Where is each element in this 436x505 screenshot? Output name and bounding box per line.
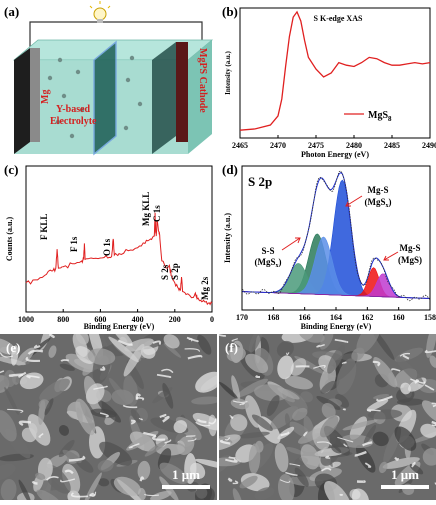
panel-label: (b) xyxy=(222,4,238,19)
panel-label: (d) xyxy=(222,162,238,177)
s2p-fit-chart: (d) S 2p Intensity (a.u.) Binding Energy… xyxy=(218,160,436,332)
sem-image-e: (e) 1 μm xyxy=(0,334,217,500)
sem-flake-edge xyxy=(343,409,345,410)
x-axis-tick-label: 2490 xyxy=(422,141,436,150)
x-axis-tick-label: 0 xyxy=(210,315,214,324)
x-axis-tick-label: 800 xyxy=(57,315,69,324)
electrolyte-label-2: Electrolyte xyxy=(50,116,97,127)
scale-bar-label: 1 μm xyxy=(172,467,200,482)
x-axis-tick-label: 158 xyxy=(424,313,436,322)
peak-label-s-2s: S 2s xyxy=(160,264,170,280)
annotation-mgs-species: (MgS) xyxy=(398,255,422,265)
scale-bar xyxy=(381,485,429,489)
sem-image-f: (f) 1 μm xyxy=(219,334,436,500)
panel-label: (c) xyxy=(4,162,18,177)
scale-bar xyxy=(162,485,210,489)
peak-label-f-kll: F KLL xyxy=(39,214,49,240)
x-axis-label: Binding Energy (eV) xyxy=(301,322,372,331)
survey-spectrum-line xyxy=(26,213,212,305)
y-axis-label: Intensity (a.u.) xyxy=(224,50,232,94)
legend-entry: MgS8 xyxy=(368,110,392,123)
sem-flake-edge xyxy=(256,376,260,377)
peak-label-o-1s: O 1s xyxy=(102,238,112,256)
xps-survey-chart: (c) Counts (a.u.) Binding Energy (eV) 10… xyxy=(0,160,218,332)
electrolyte-label-1: Y-based xyxy=(56,104,91,115)
x-axis-tick-label: 164 xyxy=(330,313,342,322)
plot-frame xyxy=(26,166,212,312)
plot-frame xyxy=(240,8,430,138)
panel-a: (a) Mg Y-based xyxy=(0,0,218,160)
annotation-mgs-x: Mg-S xyxy=(368,185,389,195)
annotation-ss-species: (MgSx) xyxy=(255,257,282,269)
x-axis-tick-label: 160 xyxy=(393,313,405,322)
xas-chart: (b) S K-edge XAS Intensity (a.u.) Photon… xyxy=(218,0,436,160)
panel-label: (e) xyxy=(6,340,20,355)
panel-d: (d) S 2p Intensity (a.u.) Binding Energy… xyxy=(218,160,436,332)
x-axis-tick-label: 162 xyxy=(361,313,373,322)
panel-f: (f) 1 μm xyxy=(219,334,436,500)
panel-b: (b) S K-edge XAS Intensity (a.u.) Photon… xyxy=(218,0,436,160)
peak-label-mg-kll: Mg KLL xyxy=(141,192,151,226)
x-axis-tick-label: 1000 xyxy=(18,315,34,324)
panel-label: (f) xyxy=(225,340,238,355)
separator xyxy=(94,42,116,154)
annotation-mgs: Mg-S xyxy=(400,243,421,253)
scale-bar-label: 1 μm xyxy=(391,467,419,482)
x-axis-tick-label: 170 xyxy=(236,313,248,322)
light-bulb-icon xyxy=(90,1,110,23)
peak-label-s-2p: S 2p xyxy=(170,263,180,280)
x-axis-label: Photon Energy (eV) xyxy=(301,150,369,159)
mg-anode xyxy=(14,48,30,154)
y-axis-label: Counts (a.u.) xyxy=(5,217,14,262)
mgps-cathode xyxy=(152,42,176,154)
annotation-ss: S-S xyxy=(261,246,274,256)
annotation-mgs-x-species: (MgSx) xyxy=(365,197,392,209)
panel-e: (e) 1 μm xyxy=(0,334,217,500)
x-axis-tick-label: 166 xyxy=(299,313,311,322)
panel-c: (c) Counts (a.u.) Binding Energy (eV) 10… xyxy=(0,160,218,332)
x-axis-tick-label: 2475 xyxy=(308,141,324,150)
series-line-mgs8 xyxy=(240,12,430,130)
chart-title: S 2p xyxy=(248,174,272,189)
x-axis-tick-label: 2465 xyxy=(232,141,248,150)
cell-schematic: (a) Mg Y-based xyxy=(0,0,218,160)
x-axis-tick-label: 2470 xyxy=(270,141,286,150)
chart-title: S K-edge XAS xyxy=(314,14,363,23)
x-axis-tick-label: 2485 xyxy=(384,141,400,150)
sem-flake-edge xyxy=(340,495,343,496)
peak-label-f-1s: F 1s xyxy=(69,236,79,252)
x-axis-tick-label: 168 xyxy=(267,313,279,322)
x-axis-tick-label: 200 xyxy=(169,315,181,324)
y-axis-label: Intensity (a.u.) xyxy=(223,213,232,263)
peak-label-c-1s: C 1s xyxy=(152,205,162,222)
x-axis-tick-label: 600 xyxy=(94,315,106,324)
cathode-label: MgPS Cathode xyxy=(197,48,208,113)
sem-flake-edge xyxy=(229,457,236,458)
anode-label: Mg xyxy=(40,90,51,104)
sem-flake-edge xyxy=(10,375,23,376)
peak-label-mg-2s: Mg 2s xyxy=(200,276,210,300)
panel-label: (a) xyxy=(4,4,19,19)
x-axis-tick-label: 2480 xyxy=(346,141,362,150)
x-axis-tick-label: 400 xyxy=(132,315,144,324)
sem-flake-edge xyxy=(186,436,195,437)
